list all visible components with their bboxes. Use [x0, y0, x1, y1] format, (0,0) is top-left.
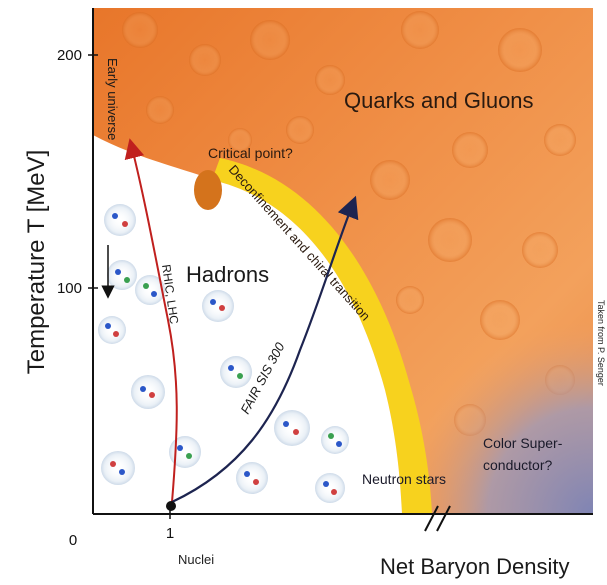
x-tick-label-1: 1: [166, 525, 174, 542]
color-superconductor-label-line2: conductor?: [483, 457, 552, 473]
early-universe-label: Early universe: [105, 58, 120, 140]
y-tick-label-0: 0: [69, 532, 77, 549]
axis-break-mark-1: [424, 505, 439, 532]
hadron-region: [93, 135, 402, 514]
critical-point-marker: [194, 170, 222, 210]
neutron-stars-label: Neutron stars: [362, 471, 446, 487]
critical-point-label: Critical point?: [208, 145, 293, 161]
y-tick-label-100: 100: [57, 280, 82, 297]
x-axis-title: Net Baryon Density: [380, 554, 570, 579]
quarks-gluons-label: Quarks and Gluons: [344, 88, 534, 113]
nuclei-start-point: [166, 501, 176, 511]
nuclei-caption: Nuclei: [178, 552, 214, 567]
rhic-lhc-arrow: [124, 138, 178, 503]
y-axis-title: Temperature T [MeV]: [23, 150, 50, 375]
hadron-particles: [98, 204, 349, 503]
y-tick-label-200: 200: [57, 47, 82, 64]
fair-sis-arrow: [171, 195, 359, 503]
hadrons-label: Hadrons: [186, 262, 269, 287]
axis-break-mark-2: [436, 505, 451, 532]
color-superconductor-label-line1: Color Super-: [483, 435, 563, 451]
transition-band: [212, 158, 432, 514]
credit-label: Taken from P. Senger: [596, 300, 606, 386]
